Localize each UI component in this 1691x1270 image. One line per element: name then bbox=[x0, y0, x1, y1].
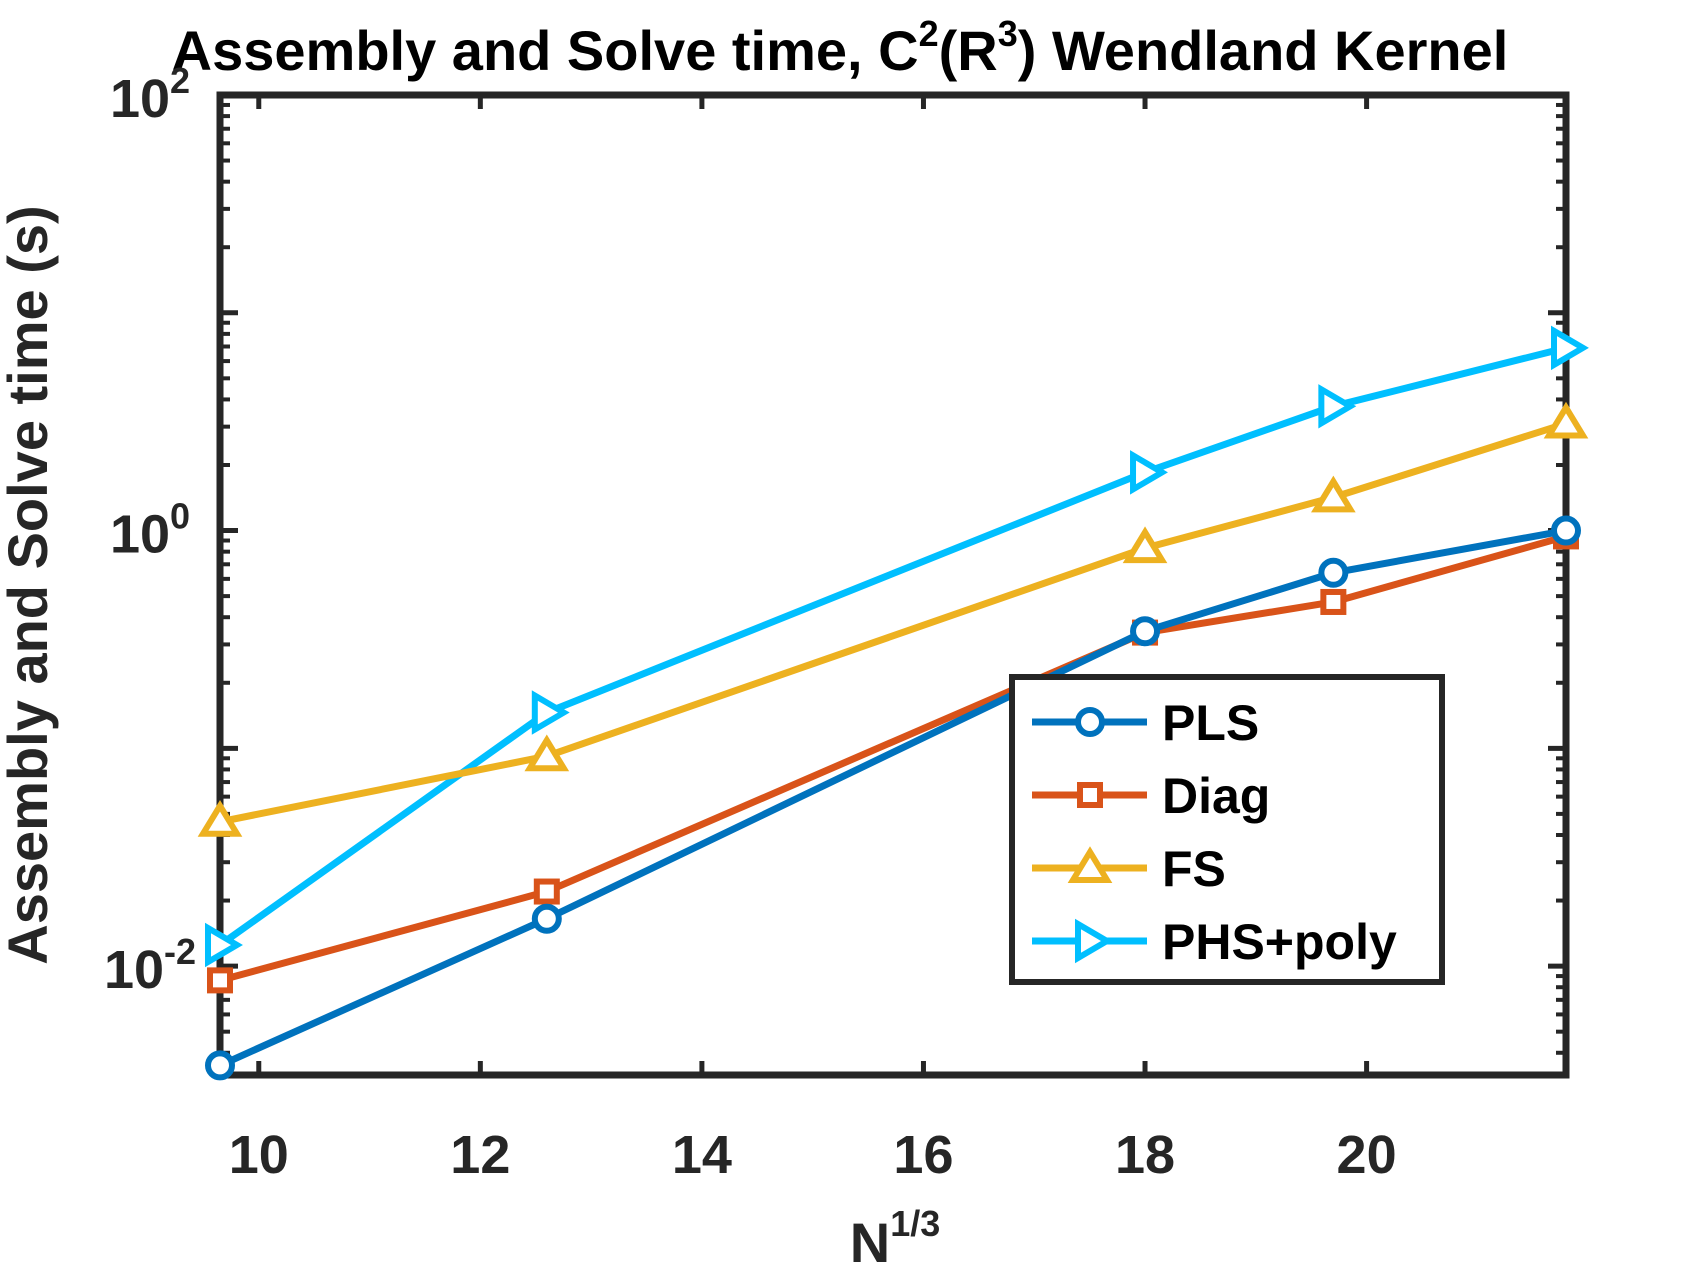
legend-label-fs: FS bbox=[1162, 841, 1226, 897]
data-point-fs bbox=[1543, 401, 1589, 439]
x-tick-label: 14 bbox=[672, 1125, 732, 1185]
legend-item-fs: FS bbox=[1032, 841, 1226, 897]
data-point-diag bbox=[1320, 588, 1347, 615]
x-tick-label: 16 bbox=[893, 1125, 953, 1185]
legend-label-pls: PLS bbox=[1162, 695, 1259, 751]
y-tick-label: 102 bbox=[110, 60, 190, 129]
data-point-pls bbox=[531, 903, 562, 934]
series-pls bbox=[205, 515, 1581, 1081]
data-point-pls bbox=[1130, 616, 1161, 647]
legend-label-diag: Diag bbox=[1162, 768, 1270, 824]
data-point-phs-poly bbox=[1318, 384, 1357, 429]
data-point-phs-poly bbox=[1551, 325, 1589, 371]
series-phs-poly bbox=[205, 325, 1589, 968]
data-point-fs bbox=[524, 734, 570, 772]
data-point-fs bbox=[197, 799, 243, 837]
legend-marker-phs-poly bbox=[1075, 918, 1113, 964]
data-point-phs-poly bbox=[205, 922, 243, 968]
x-tick-label: 20 bbox=[1337, 1125, 1397, 1185]
chart-title: Assembly and Solve time, C2(R3) Wendland… bbox=[172, 13, 1509, 82]
x-tick-label: 10 bbox=[229, 1125, 289, 1185]
legend-item-phs-poly: PHS+poly bbox=[1032, 914, 1397, 970]
y-axis-label: Assembly and Solve time (s) bbox=[0, 205, 59, 964]
data-point-pls bbox=[205, 1050, 235, 1081]
x-tick-label: 12 bbox=[450, 1125, 510, 1185]
legend-marker-diag bbox=[1077, 782, 1103, 808]
legend: PLS Diag FS PHS+poly bbox=[1009, 674, 1445, 985]
data-point-pls bbox=[1318, 557, 1349, 588]
legend-marker-fs bbox=[1067, 846, 1113, 883]
x-axis-label: N1/3 bbox=[850, 1203, 941, 1270]
legend-item-pls: PLS bbox=[1032, 695, 1259, 751]
legend-marker-pls bbox=[1075, 707, 1105, 737]
data-point-fs bbox=[1122, 526, 1168, 564]
series-fs bbox=[197, 401, 1589, 837]
data-point-diag bbox=[207, 967, 233, 994]
data-point-pls bbox=[1551, 515, 1581, 546]
legend-label-phs-poly: PHS+poly bbox=[1162, 914, 1397, 970]
plot-area: 10 12 14 16 18 20 102 100 10-2 bbox=[104, 60, 1589, 1185]
data-point-phs-poly bbox=[531, 690, 570, 735]
data-point-phs-poly bbox=[1130, 450, 1168, 495]
y-tick-label: 10-2 bbox=[104, 931, 196, 1000]
x-tick-label: 18 bbox=[1115, 1125, 1175, 1185]
y-tick-label: 100 bbox=[110, 496, 190, 565]
data-point-diag bbox=[533, 878, 560, 905]
data-point-fs bbox=[1311, 475, 1356, 513]
legend-item-diag: Diag bbox=[1032, 768, 1270, 824]
